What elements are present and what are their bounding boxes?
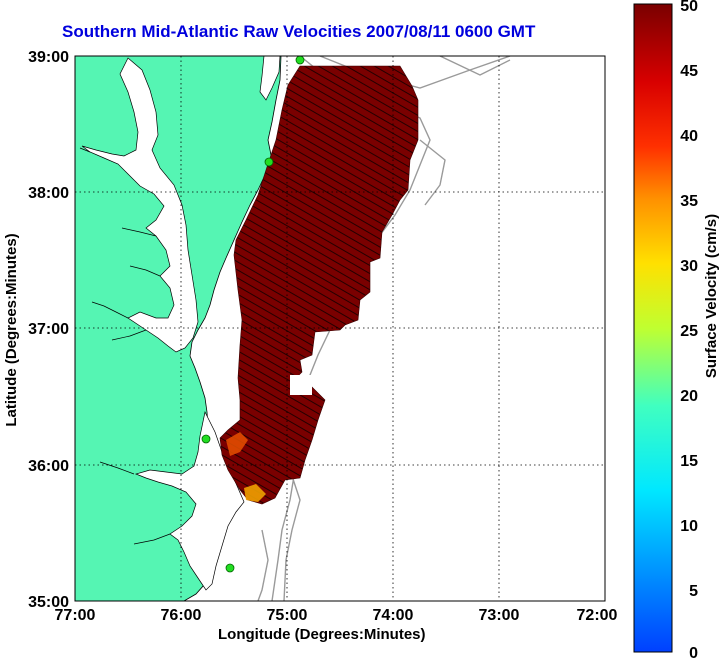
colorbar-tick: 30 (680, 258, 698, 275)
station-marker (295, 55, 305, 65)
x-tick-label: 76:00 (161, 607, 202, 624)
colorbar-label: Surface Velocity (cm/s) (703, 214, 720, 378)
x-tick-label: 74:00 (373, 607, 414, 624)
station-marker (201, 434, 211, 444)
plot-frame (74, 55, 606, 602)
rivers (79, 147, 171, 545)
radar-stations (201, 55, 305, 573)
colorbar-tick: 0 (689, 645, 698, 659)
x-tick-label: 77:00 (55, 607, 96, 624)
station-marker (225, 563, 235, 573)
colorbar-tick: 20 (680, 388, 698, 405)
station-marker (264, 157, 274, 167)
colorbar-tick: 50 (680, 0, 698, 15)
y-tick-label: 36:00 (28, 458, 69, 475)
colorbar-tick: 15 (680, 453, 698, 470)
x-tick-label: 75:00 (267, 607, 308, 624)
y-tick-label: 39:00 (28, 49, 69, 66)
x-tick-label: 72:00 (577, 607, 618, 624)
colorbar-tick: 45 (680, 63, 698, 80)
data-gap (290, 375, 312, 395)
grid-lines (75, 56, 605, 601)
velocity-hotspot (226, 432, 248, 456)
delaware-bay (259, 56, 281, 101)
colorbar-tick: 40 (680, 128, 698, 145)
colorbar-tick: 10 (680, 518, 698, 535)
velocity-field (219, 65, 419, 505)
x-tick-label: 73:00 (479, 607, 520, 624)
y-tick-label: 38:00 (28, 185, 69, 202)
y-axis-label: Latitude (Degrees:Minutes) (3, 233, 20, 426)
y-tick-label: 35:00 (28, 594, 69, 611)
y-tick-label: 37:00 (28, 321, 69, 338)
chesapeake-bay (81, 57, 199, 353)
colorbar (633, 3, 673, 653)
velocity-lowspot (244, 484, 266, 502)
colorbar-tick: 35 (680, 193, 698, 210)
map-title: Southern Mid-Atlantic Raw Velocities 200… (62, 22, 536, 41)
x-axis-label: Longitude (Degrees:Minutes) (218, 626, 426, 643)
colorbar-tick: 25 (680, 323, 698, 340)
colorbar-tick: 5 (689, 583, 698, 600)
pamlico-sound (134, 410, 245, 591)
